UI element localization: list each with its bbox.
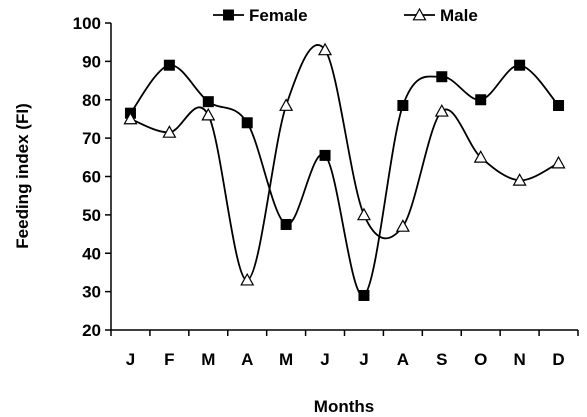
x-axis-title: Months — [314, 397, 374, 416]
data-point-male — [318, 42, 333, 56]
legend-marker-male — [412, 7, 427, 21]
data-point-male — [279, 98, 294, 111]
x-tick-label: S — [436, 350, 447, 369]
y-tick-label: 70 — [82, 129, 101, 148]
data-point-female — [436, 71, 448, 83]
data-point-female — [280, 218, 292, 230]
data-point-female — [397, 100, 409, 112]
data-point-male — [201, 107, 216, 121]
data-point-male — [473, 150, 488, 163]
x-tick-label: M — [279, 350, 293, 369]
y-tick-label: 90 — [82, 52, 101, 71]
data-point-male — [434, 104, 449, 117]
data-point-female — [163, 59, 175, 71]
data-point-male — [240, 272, 255, 286]
x-tick-label: A — [241, 350, 253, 369]
series-male — [123, 42, 566, 286]
series-line-male — [130, 44, 559, 282]
data-point-male — [123, 111, 138, 125]
data-point-female — [241, 117, 253, 129]
legend: Female Male — [213, 6, 478, 25]
x-tick-label: M — [201, 350, 215, 369]
y-axis-title: Feeding index (FI) — [13, 103, 32, 248]
data-point-female — [319, 149, 331, 161]
data-point-male — [512, 173, 527, 186]
y-ticks: 20 30 40 50 60 70 80 90 100 — [73, 14, 111, 340]
x-tick-label: N — [513, 350, 525, 369]
y-tick-label: 100 — [73, 14, 101, 33]
x-tick-label: J — [359, 350, 368, 369]
series-line-female — [129, 64, 560, 297]
series-female — [124, 59, 565, 301]
series-layer — [123, 42, 566, 301]
data-point-male — [551, 155, 566, 169]
x-tick-label: J — [320, 350, 329, 369]
data-point-male — [162, 125, 177, 138]
x-tick-label: D — [552, 350, 564, 369]
y-tick-label: 80 — [82, 91, 101, 110]
legend-item-female: Female — [213, 6, 308, 25]
y-tick-label: 30 — [82, 283, 101, 302]
data-point-male — [395, 219, 410, 232]
legend-label-male: Male — [440, 6, 478, 25]
x-tick-label: A — [397, 350, 409, 369]
legend-marker-female — [223, 9, 234, 21]
data-point-female — [475, 94, 487, 106]
y-tick-label: 60 — [82, 168, 101, 187]
x-tick-label: J — [126, 350, 135, 369]
legend-label-female: Female — [249, 6, 308, 25]
y-tick-label: 40 — [82, 244, 101, 263]
y-tick-label: 20 — [82, 321, 101, 340]
axes: 20 30 40 50 60 70 80 90 100 J F M A M J J A S O N D — [73, 14, 579, 369]
data-point-female — [358, 289, 370, 301]
y-tick-label: 50 — [82, 206, 101, 225]
data-point-male — [356, 207, 371, 221]
legend-item-male: Male — [404, 6, 478, 25]
x-tick-label: O — [474, 350, 487, 369]
data-point-female — [553, 100, 565, 112]
data-point-female — [202, 96, 214, 108]
x-tick-label: F — [164, 350, 174, 369]
data-point-female — [514, 59, 526, 71]
